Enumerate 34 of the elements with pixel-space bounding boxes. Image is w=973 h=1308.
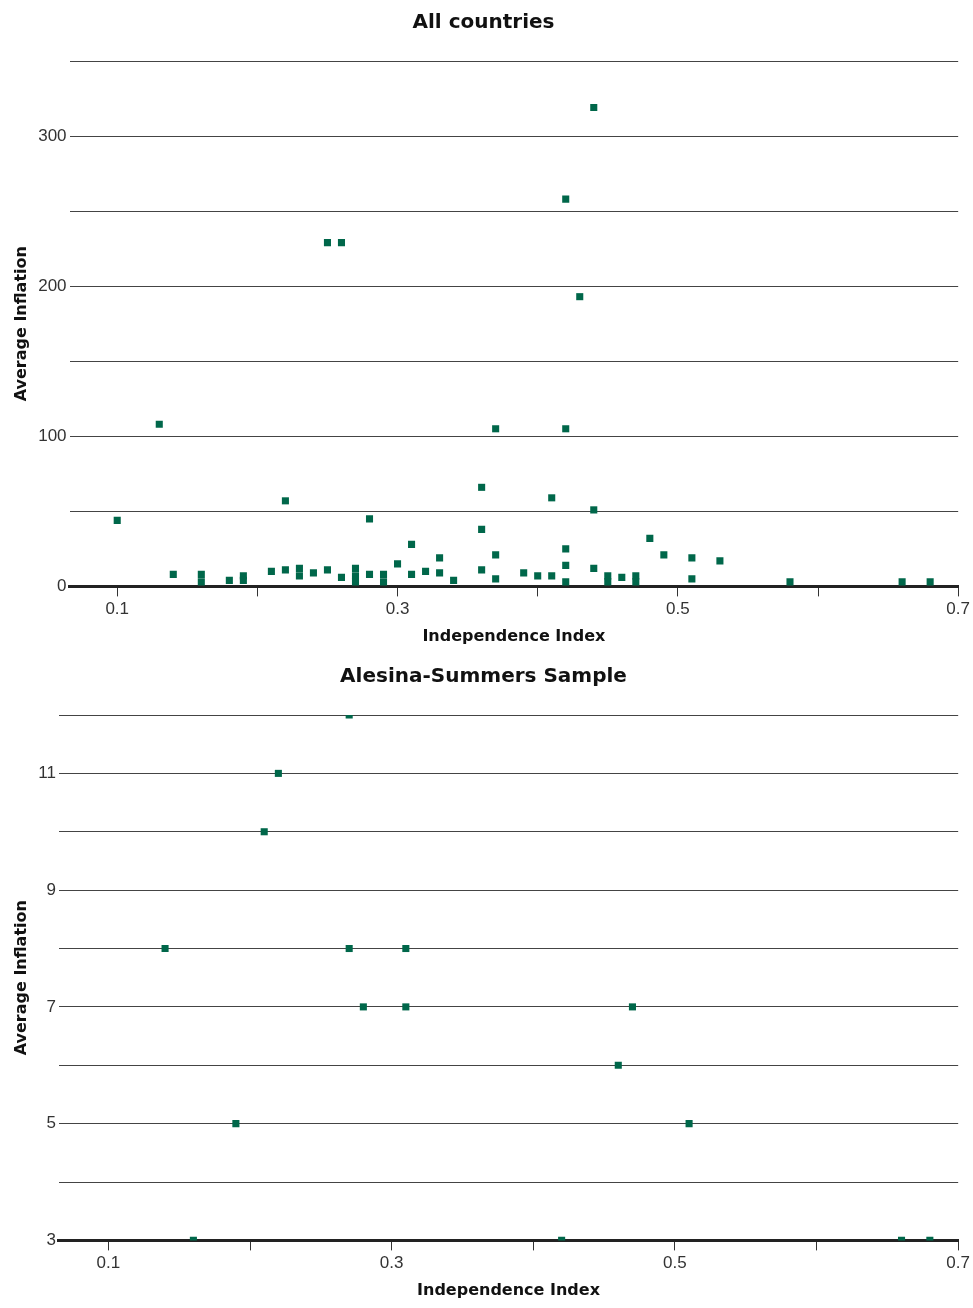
point	[402, 1003, 410, 1011]
x-tick-label: 0.7	[946, 1253, 970, 1273]
point	[614, 1061, 622, 1069]
y-axis-title: Average Inflation	[10, 246, 30, 402]
point	[274, 769, 282, 777]
point	[628, 1003, 636, 1011]
x-tick-label: 0.3	[379, 1253, 404, 1273]
y-tick-label: 9	[46, 879, 56, 899]
x-axis-title: Independence Index	[417, 1279, 601, 1299]
chart-title: All countries	[412, 9, 555, 34]
y-tick-label: 11	[38, 763, 56, 783]
x-axis-title: Independence Index	[422, 625, 607, 645]
y-tick-label: 100	[38, 425, 67, 445]
point	[345, 944, 353, 953]
point	[260, 828, 268, 836]
y-tick-label: 5	[46, 1113, 56, 1133]
point	[232, 1120, 240, 1128]
x-tick-label: 0.7	[946, 599, 970, 619]
y-axis-title: Average Inflation	[10, 900, 30, 1056]
x-tick-label: 0.1	[96, 1253, 121, 1273]
y-tick-label: 3	[46, 1230, 56, 1250]
x-tick-label: 0.5	[663, 1253, 687, 1273]
y-tick-label: 200	[38, 275, 67, 295]
x-tick-label: 0.5	[666, 599, 690, 619]
point	[685, 1120, 693, 1128]
x-tick-label: 0.3	[385, 599, 410, 619]
y-tick-label: 300	[38, 125, 67, 145]
chart-title: Alesina-Summers Sample	[340, 663, 627, 688]
x-tick-label: 0.1	[105, 599, 130, 619]
y-tick-label: 7	[46, 996, 56, 1016]
point	[161, 944, 169, 953]
y-tick-label: 0	[57, 576, 67, 596]
point	[359, 1003, 367, 1011]
point	[402, 944, 410, 953]
